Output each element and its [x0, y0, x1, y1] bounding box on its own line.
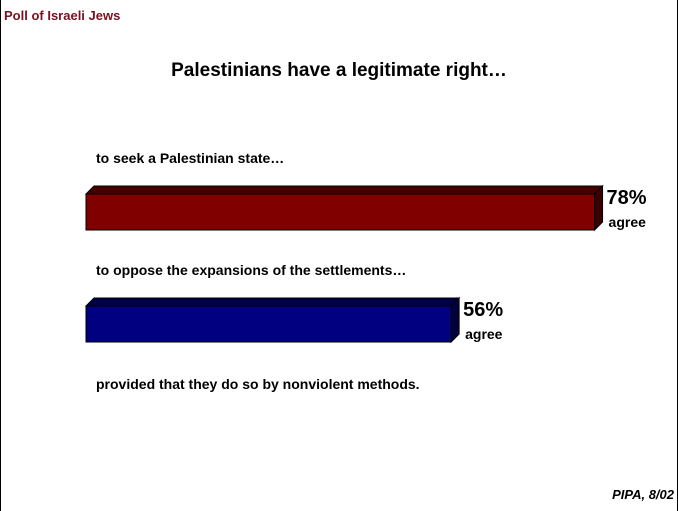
bar-1-side — [595, 186, 603, 230]
bar-2-agree-label: agree — [465, 326, 503, 342]
bar-2 — [86, 306, 451, 342]
bar-2-value-label: 56% — [463, 299, 503, 321]
bar-2-side — [451, 298, 459, 342]
bar-1 — [86, 194, 595, 230]
bar-1-value-label: 78% — [607, 187, 647, 209]
bar-1-agree-label: agree — [609, 214, 647, 230]
chart-footnote: provided that they do so by nonviolent m… — [96, 376, 420, 392]
bar-1-top — [86, 186, 603, 194]
bar-2-top — [86, 298, 459, 306]
source-citation: PIPA, 8/02 — [612, 487, 674, 502]
